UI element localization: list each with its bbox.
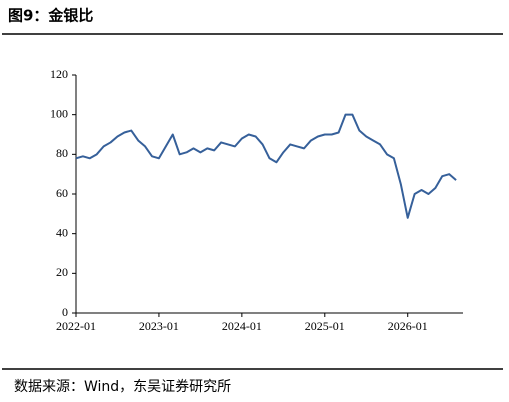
y-tick-label: 0 — [62, 305, 68, 319]
x-tick-label: 2022-01 — [56, 319, 96, 333]
x-tick-label: 2023-01 — [139, 319, 179, 333]
y-tick-label: 120 — [50, 67, 68, 81]
y-tick-label: 100 — [50, 106, 68, 120]
line-series — [75, 113, 457, 219]
x-tick-label: 2025-01 — [305, 319, 345, 333]
y-tick-label: 20 — [56, 265, 68, 279]
y-tick-label: 60 — [56, 186, 68, 200]
x-tick-label: 2024-01 — [222, 319, 262, 333]
y-tick-label: 40 — [56, 225, 68, 239]
x-tick-label: 2026-01 — [388, 319, 428, 333]
y-tick-label: 80 — [56, 146, 68, 160]
source-note: 数据来源：Wind，东吴证券研究所 — [14, 379, 231, 395]
chart-title: 图9：金银比 — [8, 7, 93, 25]
